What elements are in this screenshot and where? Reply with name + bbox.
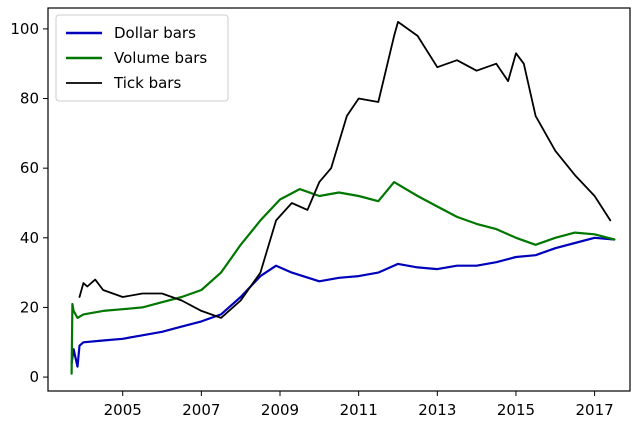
- series-layer: [70, 21, 616, 375]
- legend-label-tick-bars: Tick bars: [113, 74, 181, 92]
- y-tick-label: 40: [20, 229, 39, 247]
- y-axis: 0 20 40 60 80 100: [10, 20, 48, 386]
- plot-frame: [47, 7, 631, 392]
- legend: Dollar bars Volume bars Tick bars: [55, 14, 229, 102]
- legend-label-volume-bars: Volume bars: [114, 49, 207, 67]
- y-tick-label: 60: [20, 159, 39, 177]
- x-tick-label: 2015: [497, 401, 535, 419]
- x-tick-label: 2011: [340, 401, 378, 419]
- x-tick-label: 2013: [418, 401, 456, 419]
- legend-label-dollar-bars: Dollar bars: [114, 24, 196, 42]
- y-tick-label: 0: [29, 368, 39, 386]
- series-line-dollar-bars: [70, 236, 616, 368]
- series-line-volume-bars: [70, 181, 616, 375]
- legend-box: [55, 14, 229, 102]
- x-tick-label: 2009: [261, 401, 299, 419]
- x-tick-label: 2017: [576, 401, 614, 419]
- x-tick-label: 2007: [182, 401, 220, 419]
- y-tick-label: 100: [10, 20, 39, 38]
- x-axis: 2005 2007 2009 2011 2013 2015 2017: [104, 391, 614, 419]
- x-tick-label: 2005: [104, 401, 142, 419]
- y-tick-label: 20: [20, 298, 39, 316]
- series-line-tick-bars: [78, 21, 612, 319]
- y-tick-label: 80: [20, 90, 39, 108]
